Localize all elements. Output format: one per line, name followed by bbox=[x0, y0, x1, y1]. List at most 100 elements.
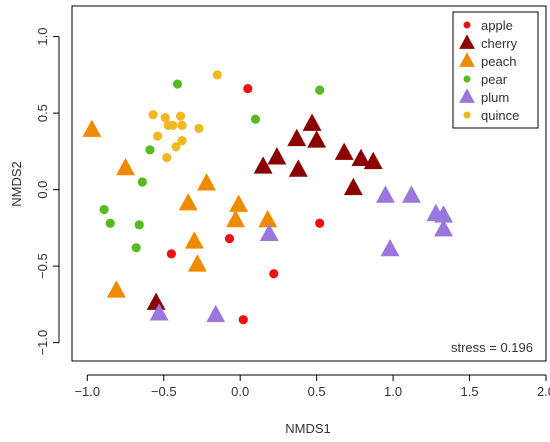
pear-point bbox=[137, 177, 147, 187]
pear-point bbox=[250, 114, 261, 124]
legend-marker bbox=[463, 21, 471, 29]
cherry-point bbox=[287, 128, 307, 147]
peach-point bbox=[106, 280, 126, 298]
pear-point bbox=[134, 220, 144, 230]
quince-point bbox=[171, 142, 181, 152]
legend-item-pear: pear bbox=[463, 72, 508, 87]
pear-point bbox=[315, 85, 325, 95]
legend-marker bbox=[463, 111, 471, 119]
plum-point bbox=[376, 185, 395, 203]
apple-point bbox=[238, 315, 248, 325]
legend-item-apple: apple bbox=[463, 18, 513, 33]
legend-marker bbox=[459, 88, 475, 103]
apple-point bbox=[224, 233, 235, 244]
apple-point bbox=[269, 269, 279, 279]
y-tick-label: 0.0 bbox=[35, 181, 50, 199]
apple-point bbox=[315, 218, 325, 228]
quince-point bbox=[194, 123, 204, 134]
legend-label: apple bbox=[481, 18, 513, 33]
x-axis: −1.0 −0.5 0.0 0.5 1.0 1.5 2.0 bbox=[74, 374, 550, 399]
y-tick-label: 0.5 bbox=[35, 104, 50, 122]
plot-frame bbox=[71, 5, 547, 362]
peach-point bbox=[184, 231, 204, 249]
pear-point bbox=[105, 218, 115, 228]
quince-point bbox=[153, 131, 163, 141]
quince-point bbox=[148, 110, 158, 120]
x-tick-label: 1.5 bbox=[461, 384, 479, 399]
cherry-point bbox=[351, 148, 371, 167]
cherry-point bbox=[253, 156, 273, 174]
x-tick-label: 2.0 bbox=[537, 384, 550, 399]
quince-point bbox=[212, 70, 222, 80]
legend-marker bbox=[459, 52, 475, 67]
x-tick-label: −0.5 bbox=[151, 384, 177, 399]
plum-point bbox=[434, 219, 454, 237]
peach-point bbox=[229, 194, 249, 212]
peach-point bbox=[187, 254, 207, 272]
pear-point bbox=[131, 243, 141, 253]
plum-point bbox=[434, 205, 454, 223]
y-tick-label: −0.5 bbox=[35, 253, 50, 279]
series-cherry bbox=[146, 113, 383, 310]
legend: apple cherry peach pear plum quince bbox=[452, 11, 539, 129]
plum-point bbox=[206, 304, 226, 323]
y-axis: −1.0 −0.5 0.0 0.5 1.0 bbox=[35, 28, 60, 356]
series-apple bbox=[166, 84, 325, 325]
legend-item-quince: quince bbox=[463, 108, 519, 123]
x-tick-label: 1.0 bbox=[384, 384, 402, 399]
legend-label: cherry bbox=[481, 36, 518, 51]
legend-item-cherry: cherry bbox=[459, 34, 518, 51]
quince-point bbox=[177, 120, 187, 130]
y-tick-label: −1.0 bbox=[35, 330, 50, 356]
cherry-point bbox=[334, 142, 354, 160]
legend-item-plum: plum bbox=[459, 88, 509, 105]
peach-point bbox=[258, 209, 278, 228]
peach-point bbox=[82, 119, 102, 137]
legend-label: peach bbox=[481, 54, 516, 69]
apple-point bbox=[243, 84, 253, 94]
cherry-point bbox=[288, 159, 308, 177]
x-tick-label: −1.0 bbox=[74, 384, 100, 399]
legend-label: quince bbox=[481, 108, 519, 123]
pear-point bbox=[99, 204, 109, 215]
series-pear bbox=[99, 79, 325, 253]
cherry-point bbox=[302, 113, 322, 131]
series-plum bbox=[149, 185, 454, 323]
peach-point bbox=[197, 173, 217, 191]
series-peach bbox=[82, 119, 278, 298]
x-tick-label: 0.5 bbox=[308, 384, 326, 399]
quince-point bbox=[162, 152, 172, 163]
plum-point bbox=[149, 303, 169, 321]
cherry-point bbox=[343, 177, 363, 196]
apple-point bbox=[166, 249, 176, 259]
pear-point bbox=[172, 79, 183, 89]
quince-point bbox=[177, 136, 187, 146]
y-axis-title: NMDS2 bbox=[9, 161, 24, 207]
peach-point bbox=[226, 209, 246, 228]
legend-marker bbox=[463, 75, 471, 83]
stress-annotation: stress = 0.196 bbox=[451, 340, 533, 355]
plum-point bbox=[259, 223, 279, 241]
data-points bbox=[82, 70, 454, 325]
plum-point bbox=[401, 185, 421, 203]
x-tick-label: 0.0 bbox=[231, 384, 249, 399]
plum-point bbox=[380, 238, 400, 257]
series-quince bbox=[148, 70, 222, 163]
cherry-point bbox=[307, 130, 327, 148]
cherry-point bbox=[267, 147, 287, 165]
quince-point bbox=[175, 111, 186, 121]
cherry-point bbox=[146, 292, 166, 310]
legend-label: plum bbox=[481, 90, 509, 105]
legend-marker bbox=[459, 34, 475, 49]
y-tick-label: 1.0 bbox=[35, 28, 50, 46]
peach-point bbox=[178, 193, 198, 211]
x-axis-title: NMDS1 bbox=[285, 421, 331, 436]
legend-box bbox=[452, 11, 539, 129]
peach-point bbox=[116, 157, 135, 176]
quince-point bbox=[160, 113, 170, 123]
cherry-point bbox=[363, 151, 383, 170]
legend-label: pear bbox=[481, 72, 508, 87]
quince-point bbox=[168, 120, 178, 130]
pear-point bbox=[145, 145, 155, 155]
